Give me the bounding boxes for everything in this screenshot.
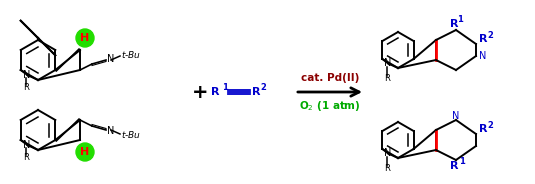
Text: +: + <box>192 82 208 102</box>
Text: R: R <box>384 164 390 173</box>
Text: N: N <box>107 126 114 136</box>
Text: N: N <box>107 54 114 64</box>
Text: R: R <box>479 34 487 44</box>
Text: 2: 2 <box>487 121 493 130</box>
Text: 2: 2 <box>260 82 266 91</box>
Text: N: N <box>22 140 30 150</box>
Text: R: R <box>479 124 487 134</box>
Text: R: R <box>384 74 390 83</box>
Circle shape <box>76 143 94 161</box>
Text: 1: 1 <box>459 158 465 167</box>
Text: 1: 1 <box>457 15 463 24</box>
Text: H: H <box>80 147 90 157</box>
Text: R: R <box>24 84 29 93</box>
Text: N: N <box>384 148 391 158</box>
Text: N: N <box>452 111 460 121</box>
Text: O$_2$ (1 atm): O$_2$ (1 atm) <box>299 99 361 113</box>
Text: $t$-Bu: $t$-Bu <box>121 130 141 141</box>
Text: R: R <box>252 87 261 97</box>
Text: H: H <box>80 33 90 43</box>
Text: R: R <box>450 161 458 171</box>
Text: R: R <box>24 153 29 162</box>
Text: N: N <box>384 59 391 68</box>
Text: R: R <box>211 87 220 97</box>
Text: $t$-Bu: $t$-Bu <box>121 49 141 61</box>
Text: N: N <box>22 70 30 80</box>
Text: N: N <box>479 51 486 61</box>
Text: 1: 1 <box>222 82 228 91</box>
Text: R: R <box>450 19 458 29</box>
Text: cat. Pd(II): cat. Pd(II) <box>301 73 359 83</box>
Circle shape <box>76 29 94 47</box>
Text: 2: 2 <box>487 31 493 40</box>
